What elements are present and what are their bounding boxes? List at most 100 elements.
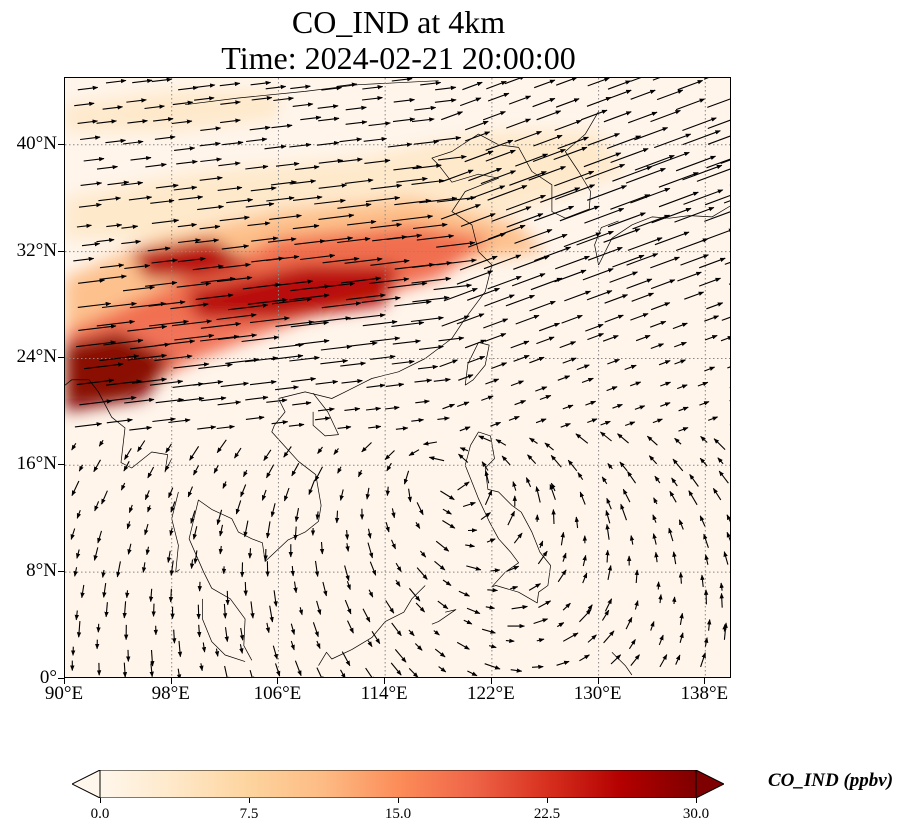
wind-arrow <box>391 320 425 327</box>
wind-arrow <box>316 600 322 616</box>
wind-arrow <box>273 590 278 607</box>
wind-arrow <box>619 461 628 472</box>
wind-arrow <box>467 355 486 364</box>
wind-arrow <box>682 130 721 146</box>
wind-arrow <box>730 230 731 241</box>
wind-arrow <box>481 395 494 401</box>
wind-arrow <box>674 341 687 348</box>
wind-arrow <box>654 231 690 246</box>
wind-arrow <box>74 101 95 107</box>
wind-arrow <box>721 316 730 321</box>
x-tick-mark <box>704 678 706 684</box>
wind-arrow <box>603 630 615 644</box>
wind-arrow <box>490 568 501 573</box>
wind-arrow <box>416 502 424 516</box>
wind-arrow <box>483 318 509 329</box>
wind-arrow <box>624 364 637 371</box>
wind-arrow <box>269 213 302 220</box>
wind-arrow <box>127 353 168 361</box>
wind-arrow <box>149 379 184 386</box>
x-tick-label: 98°E <box>151 683 190 704</box>
wind-arrow <box>436 195 477 203</box>
wind-arrow <box>200 157 223 163</box>
wind-arrow <box>370 259 410 266</box>
wind-arrow <box>576 364 590 371</box>
wind-arrow <box>464 339 487 349</box>
wind-arrow <box>105 78 127 84</box>
wind-arrow <box>726 531 730 542</box>
wind-arrow <box>631 292 655 302</box>
wind-arrow <box>290 84 311 90</box>
wind-arrow <box>340 669 346 677</box>
wind-arrow <box>605 523 610 540</box>
wind-arrow <box>671 477 678 487</box>
wind-arrow <box>123 461 130 472</box>
wind-arrow <box>707 98 730 108</box>
wind-arrow <box>105 138 127 144</box>
wind-arrow <box>174 333 215 341</box>
wind-arrow <box>243 520 249 538</box>
wind-arrow <box>652 78 661 81</box>
wind-arrow <box>104 395 137 402</box>
wind-arrow <box>344 257 383 264</box>
wind-arrow <box>587 133 621 146</box>
wind-arrow <box>169 560 175 576</box>
wind-arrow <box>265 622 271 634</box>
wind-arrow <box>294 507 300 523</box>
wind-arrow <box>126 521 131 530</box>
wind-arrow <box>390 539 397 550</box>
wind-arrow <box>107 180 130 186</box>
wind-arrow <box>682 117 717 132</box>
wind-arrow <box>269 342 305 350</box>
wind-arrow <box>177 222 198 228</box>
wind-arrow <box>225 357 260 364</box>
wind-arrow <box>505 194 547 211</box>
wind-arrow <box>73 256 95 262</box>
wind-arrow <box>658 634 664 646</box>
wind-arrow <box>216 275 253 283</box>
wind-arrow <box>266 254 300 261</box>
wind-arrow <box>456 270 494 285</box>
wind-arrow <box>345 120 368 125</box>
wind-arrow <box>216 439 227 454</box>
wind-arrow <box>152 417 176 423</box>
wind-arrow <box>384 450 395 460</box>
wind-arrow <box>317 446 323 454</box>
wind-arrow <box>510 668 523 673</box>
wind-arrow <box>344 406 361 412</box>
wind-arrow <box>468 167 503 182</box>
wind-arrow <box>462 501 476 508</box>
wind-arrow <box>201 642 207 653</box>
wind-arrow <box>729 227 730 228</box>
wind-arrow <box>224 665 230 677</box>
wind-arrow <box>357 469 363 478</box>
wind-arrow <box>433 630 440 636</box>
wind-arrow <box>333 448 339 455</box>
wind-arrow <box>300 115 322 121</box>
wind-arrow <box>195 293 234 300</box>
wind-arrow <box>197 624 202 638</box>
wind-arrow <box>71 480 80 497</box>
wind-arrow <box>78 278 106 284</box>
wind-arrow <box>337 202 372 209</box>
wind-arrow <box>192 526 198 540</box>
coastline-segment <box>518 111 599 219</box>
wind-arrow <box>337 425 352 430</box>
wind-arrow <box>221 244 250 250</box>
wind-arrow <box>78 464 84 472</box>
wind-arrow <box>550 454 562 468</box>
wind-arrow <box>634 154 675 171</box>
wind-arrow <box>414 378 433 383</box>
wind-arrow <box>599 431 612 442</box>
wind-arrow <box>368 121 391 127</box>
wind-arrow <box>625 616 633 630</box>
wind-arrow <box>467 287 501 301</box>
wind-arrow <box>316 640 321 650</box>
wind-arrow <box>174 146 196 151</box>
wind-arrow <box>177 640 183 658</box>
wind-arrow <box>344 565 350 582</box>
wind-arrow <box>291 377 317 383</box>
wind-arrow <box>668 527 674 542</box>
colorbar-tick-label: 15.0 <box>384 806 412 822</box>
concentration-patch <box>65 331 172 412</box>
